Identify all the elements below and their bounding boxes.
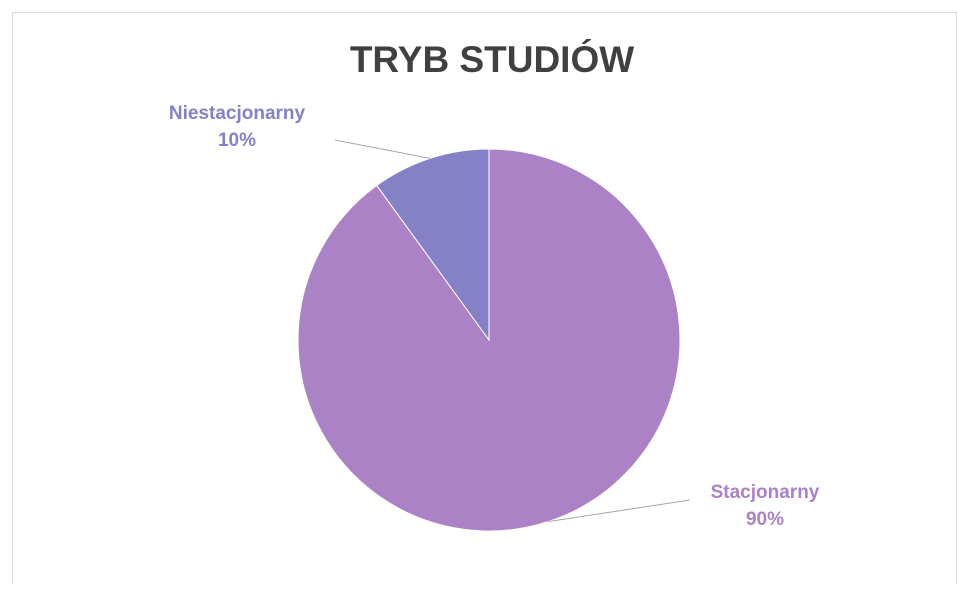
data-label-name: Stacjonarny <box>711 482 820 503</box>
pie-slice <box>376 148 490 342</box>
chart-title: TRYB STUDIÓW <box>350 38 634 80</box>
leader-line <box>547 499 691 523</box>
data-label-value: 90% <box>746 509 784 530</box>
data-label-name: Niestacjonarny <box>169 103 306 124</box>
leader-line <box>334 139 431 159</box>
data-label-value: 10% <box>218 130 256 151</box>
